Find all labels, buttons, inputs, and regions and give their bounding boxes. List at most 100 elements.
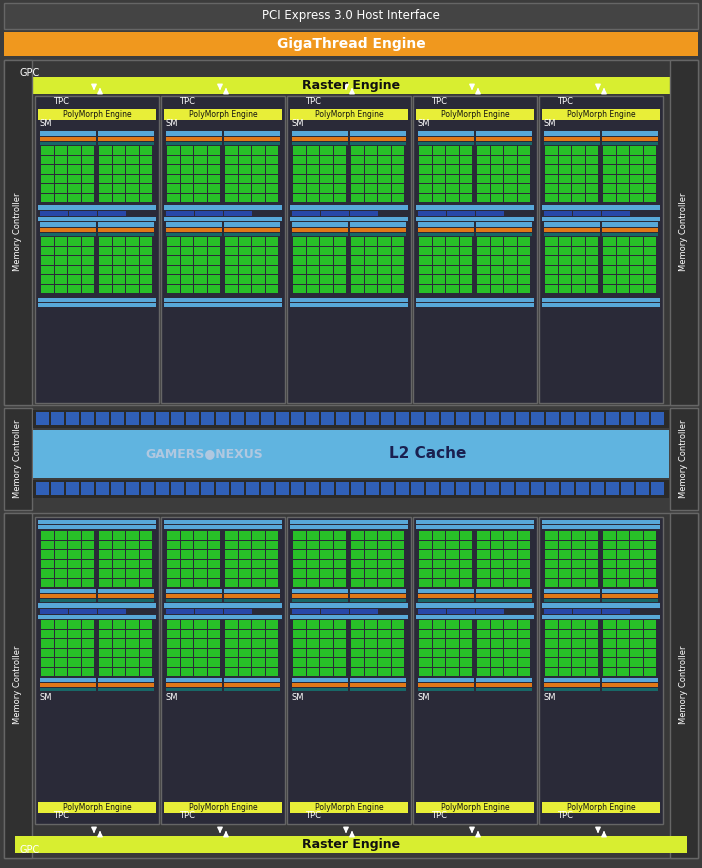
Bar: [194, 560, 206, 568]
Bar: [350, 678, 406, 682]
Bar: [460, 667, 472, 676]
Bar: [307, 639, 319, 648]
Bar: [38, 615, 156, 619]
Bar: [446, 620, 458, 628]
Bar: [320, 146, 333, 155]
Bar: [602, 222, 658, 227]
Bar: [616, 639, 629, 648]
Bar: [644, 639, 656, 648]
Bar: [651, 412, 664, 425]
Bar: [112, 648, 125, 657]
Bar: [476, 222, 532, 227]
Bar: [208, 184, 220, 193]
Bar: [225, 174, 237, 183]
Bar: [378, 658, 390, 667]
Bar: [167, 237, 180, 246]
Bar: [531, 412, 544, 425]
Bar: [333, 639, 346, 648]
Bar: [166, 233, 222, 236]
Bar: [603, 194, 616, 202]
Bar: [418, 233, 474, 236]
Bar: [265, 266, 278, 274]
Bar: [432, 541, 445, 549]
Bar: [293, 237, 305, 246]
Bar: [542, 525, 660, 529]
Bar: [559, 266, 571, 274]
Bar: [41, 531, 53, 540]
Bar: [446, 275, 458, 284]
Bar: [477, 237, 489, 246]
Bar: [333, 237, 346, 246]
Bar: [167, 184, 180, 193]
Bar: [126, 569, 138, 577]
Bar: [616, 146, 629, 155]
Bar: [545, 569, 557, 577]
Text: PolyMorph Engine: PolyMorph Engine: [567, 803, 635, 812]
Bar: [307, 275, 319, 284]
Bar: [392, 639, 404, 648]
Bar: [98, 594, 154, 598]
Bar: [572, 648, 585, 657]
Bar: [40, 589, 96, 593]
Bar: [292, 688, 348, 691]
Bar: [364, 550, 377, 558]
Bar: [166, 222, 222, 227]
Bar: [416, 802, 534, 813]
Bar: [350, 137, 406, 141]
Bar: [265, 648, 278, 657]
Bar: [491, 620, 503, 628]
Bar: [194, 275, 206, 284]
Bar: [41, 620, 53, 628]
Bar: [517, 184, 530, 193]
Bar: [140, 629, 152, 638]
Bar: [603, 560, 616, 568]
Bar: [644, 247, 656, 255]
Bar: [171, 412, 184, 425]
Bar: [419, 174, 432, 183]
Bar: [81, 541, 94, 549]
Bar: [460, 541, 472, 549]
Bar: [460, 247, 472, 255]
Bar: [531, 482, 544, 495]
Bar: [81, 620, 94, 628]
Bar: [378, 550, 390, 558]
Bar: [41, 648, 53, 657]
Bar: [98, 131, 154, 136]
Bar: [477, 155, 489, 164]
Bar: [224, 222, 280, 227]
Bar: [585, 165, 598, 174]
Bar: [333, 531, 346, 540]
Bar: [606, 412, 619, 425]
Bar: [350, 131, 406, 136]
Bar: [544, 233, 600, 236]
Bar: [166, 211, 194, 216]
Bar: [252, 629, 265, 638]
Bar: [180, 155, 193, 164]
Bar: [616, 247, 629, 255]
Bar: [602, 683, 658, 687]
Bar: [333, 550, 346, 558]
Bar: [491, 560, 503, 568]
Bar: [364, 629, 377, 638]
Text: TPC: TPC: [431, 97, 447, 107]
Bar: [320, 578, 333, 587]
Bar: [446, 569, 458, 577]
Bar: [68, 155, 81, 164]
Bar: [572, 569, 585, 577]
Bar: [516, 482, 529, 495]
Bar: [545, 275, 557, 284]
Text: GPC: GPC: [20, 845, 40, 855]
Bar: [381, 412, 394, 425]
Bar: [491, 550, 503, 558]
Bar: [40, 131, 96, 136]
Bar: [630, 648, 642, 657]
Bar: [572, 541, 585, 549]
Bar: [225, 275, 237, 284]
Bar: [225, 550, 237, 558]
Bar: [572, 237, 585, 246]
Bar: [602, 211, 630, 216]
Bar: [194, 194, 206, 202]
Bar: [140, 560, 152, 568]
Bar: [99, 560, 112, 568]
Bar: [477, 578, 489, 587]
